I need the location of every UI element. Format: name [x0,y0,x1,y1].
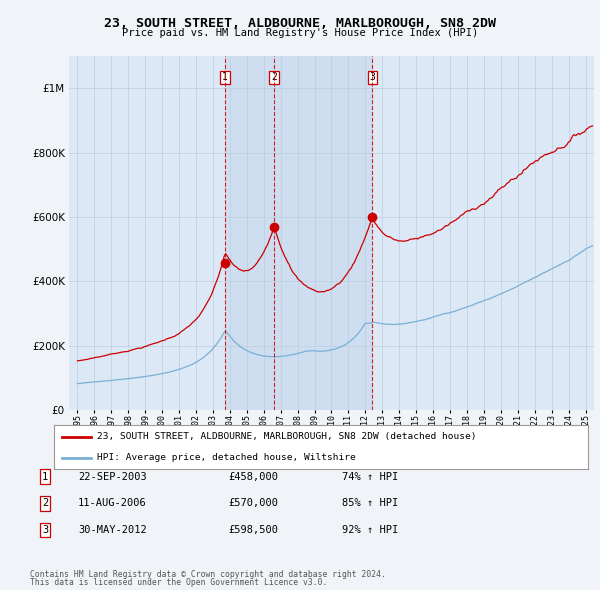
Bar [225,56,373,410]
Text: This data is licensed under the Open Government Licence v3.0.: This data is licensed under the Open Gov… [30,578,328,587]
Text: 11-AUG-2006: 11-AUG-2006 [78,499,147,508]
Text: 2: 2 [271,73,277,82]
Text: Contains HM Land Registry data © Crown copyright and database right 2024.: Contains HM Land Registry data © Crown c… [30,571,386,579]
Text: 1: 1 [42,472,48,481]
Text: £570,000: £570,000 [228,499,278,508]
Text: 92% ↑ HPI: 92% ↑ HPI [342,525,398,535]
Text: £598,500: £598,500 [228,525,278,535]
Text: 3: 3 [370,73,375,82]
Text: 30-MAY-2012: 30-MAY-2012 [78,525,147,535]
Text: 74% ↑ HPI: 74% ↑ HPI [342,472,398,481]
Text: 85% ↑ HPI: 85% ↑ HPI [342,499,398,508]
Text: 1: 1 [222,73,228,82]
Text: 3: 3 [42,525,48,535]
Text: 23, SOUTH STREET, ALDBOURNE, MARLBOROUGH, SN8 2DW: 23, SOUTH STREET, ALDBOURNE, MARLBOROUGH… [104,17,496,30]
Text: 23, SOUTH STREET, ALDBOURNE, MARLBOROUGH, SN8 2DW (detached house): 23, SOUTH STREET, ALDBOURNE, MARLBOROUGH… [97,432,476,441]
Text: Price paid vs. HM Land Registry's House Price Index (HPI): Price paid vs. HM Land Registry's House … [122,28,478,38]
Text: 22-SEP-2003: 22-SEP-2003 [78,472,147,481]
Text: 2: 2 [42,499,48,508]
Text: £458,000: £458,000 [228,472,278,481]
Text: HPI: Average price, detached house, Wiltshire: HPI: Average price, detached house, Wilt… [97,454,355,463]
